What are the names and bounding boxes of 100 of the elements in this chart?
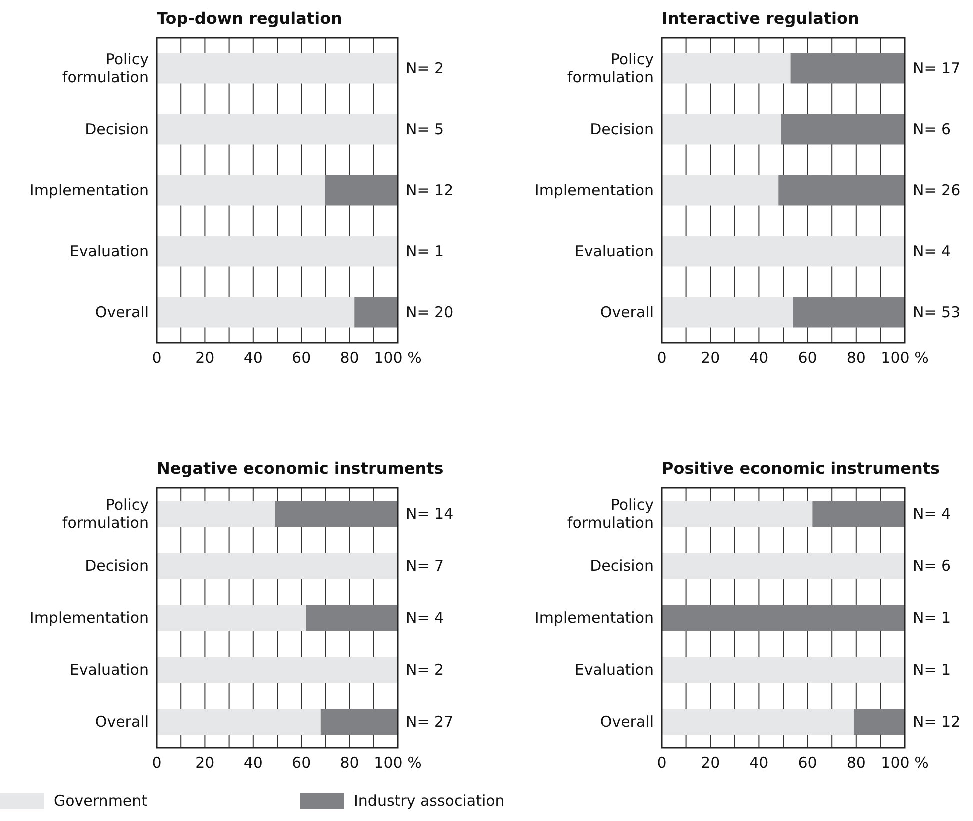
bar bbox=[662, 605, 905, 631]
text: N= 26 bbox=[913, 182, 961, 200]
text: N= 2 bbox=[406, 661, 444, 679]
text: N= 2 bbox=[406, 60, 444, 78]
chart-title: Positive economic instruments bbox=[662, 459, 940, 478]
bar bbox=[320, 709, 398, 735]
bar bbox=[157, 553, 398, 579]
x-tick-label: 0 bbox=[657, 754, 667, 772]
x-tick-label: 100 % bbox=[881, 754, 929, 772]
x-tick-label: 20 bbox=[701, 754, 720, 772]
x-tick-label: 80 bbox=[340, 349, 360, 367]
x-tick-label: 60 bbox=[292, 754, 312, 772]
text: N= 7 bbox=[406, 557, 444, 575]
bar bbox=[790, 53, 905, 84]
text: N= 6 bbox=[913, 557, 952, 575]
bar bbox=[306, 605, 398, 631]
chart-title: Top-down regulation bbox=[157, 9, 342, 28]
bar bbox=[662, 709, 854, 735]
x-tick-label: 80 bbox=[846, 754, 866, 772]
y-tick-label: Decision bbox=[85, 120, 149, 138]
bar bbox=[157, 657, 398, 683]
y-tick-label: Policy formulation bbox=[567, 50, 654, 86]
x-tick-label: 0 bbox=[657, 349, 667, 367]
bar bbox=[812, 501, 905, 527]
y-tick-label: Overall bbox=[95, 713, 149, 731]
text: N= 20 bbox=[406, 304, 454, 322]
x-tick-label: 0 bbox=[152, 349, 162, 367]
text: N= 1 bbox=[406, 242, 444, 260]
x-tick-label: 60 bbox=[798, 349, 818, 367]
y-tick-label: Overall bbox=[95, 304, 149, 322]
bar bbox=[662, 657, 905, 683]
x-tick-label: 40 bbox=[244, 349, 263, 367]
bar bbox=[157, 605, 306, 631]
text: N= 12 bbox=[913, 713, 961, 731]
text: N= 1 bbox=[913, 609, 952, 627]
x-tick-label: 60 bbox=[292, 349, 312, 367]
x-tick-label: 20 bbox=[196, 754, 215, 772]
text: N= 1 bbox=[913, 661, 952, 679]
bar bbox=[662, 175, 779, 206]
y-tick-label: Policy formulation bbox=[62, 50, 150, 86]
x-tick-label: 60 bbox=[798, 754, 818, 772]
x-tick-label: 80 bbox=[846, 349, 866, 367]
x-tick-label: 40 bbox=[750, 349, 769, 367]
bar bbox=[793, 297, 905, 328]
x-tick-label: 0 bbox=[152, 754, 162, 772]
bar bbox=[157, 297, 355, 328]
y-tick-label: Implementation bbox=[534, 609, 654, 627]
bar bbox=[157, 53, 398, 84]
x-tick-label: 20 bbox=[701, 349, 720, 367]
y-tick-label: Evaluation bbox=[574, 242, 654, 260]
y-tick-label: Evaluation bbox=[70, 242, 149, 260]
bar bbox=[662, 297, 794, 328]
bar bbox=[662, 553, 905, 579]
x-tick-label: 100 % bbox=[374, 349, 422, 367]
text: N= 14 bbox=[406, 505, 454, 523]
text: N= 6 bbox=[913, 120, 952, 138]
x-tick-label: 100 % bbox=[881, 349, 929, 367]
bar bbox=[157, 236, 398, 267]
bar bbox=[662, 501, 813, 527]
chart-title: Interactive regulation bbox=[662, 9, 860, 28]
text: N= 27 bbox=[406, 713, 454, 731]
text: N= 4 bbox=[913, 242, 952, 260]
text: N= 17 bbox=[913, 60, 961, 78]
y-tick-label: Policy formulation bbox=[62, 496, 150, 532]
text: N= 5 bbox=[406, 120, 444, 138]
text: N= 12 bbox=[406, 182, 454, 200]
y-tick-label: Overall bbox=[600, 304, 654, 322]
x-tick-label: 80 bbox=[340, 754, 360, 772]
legend-label: Industry association bbox=[354, 792, 505, 810]
x-tick-label: 20 bbox=[196, 349, 215, 367]
x-tick-label: 40 bbox=[750, 754, 769, 772]
bar bbox=[157, 709, 321, 735]
bar bbox=[157, 175, 326, 206]
y-tick-label: Overall bbox=[600, 713, 654, 731]
bar bbox=[157, 501, 276, 527]
legend-label: Government bbox=[54, 792, 148, 810]
y-tick-label: Decision bbox=[590, 120, 654, 138]
bar bbox=[854, 709, 905, 735]
bar bbox=[662, 114, 782, 145]
text: N= 4 bbox=[406, 609, 444, 627]
bar bbox=[662, 236, 905, 267]
y-tick-label: Implementation bbox=[30, 182, 149, 200]
bar bbox=[275, 501, 398, 527]
bar bbox=[662, 53, 791, 84]
y-tick-label: Implementation bbox=[30, 609, 149, 627]
y-tick-label: Implementation bbox=[534, 182, 654, 200]
y-tick-label: Evaluation bbox=[574, 661, 654, 679]
y-tick-label: Decision bbox=[85, 557, 149, 575]
bar bbox=[157, 114, 398, 145]
y-tick-label: Decision bbox=[590, 557, 654, 575]
y-tick-label: Evaluation bbox=[70, 661, 149, 679]
y-tick-label: Policy formulation bbox=[567, 496, 654, 532]
bar bbox=[326, 175, 398, 206]
x-tick-label: 100 % bbox=[374, 754, 422, 772]
x-tick-label: 40 bbox=[244, 754, 263, 772]
bar bbox=[354, 297, 398, 328]
text: N= 4 bbox=[913, 505, 952, 523]
bar bbox=[781, 114, 905, 145]
chart-title: Negative economic instruments bbox=[157, 459, 444, 478]
text: N= 53 bbox=[913, 304, 961, 322]
